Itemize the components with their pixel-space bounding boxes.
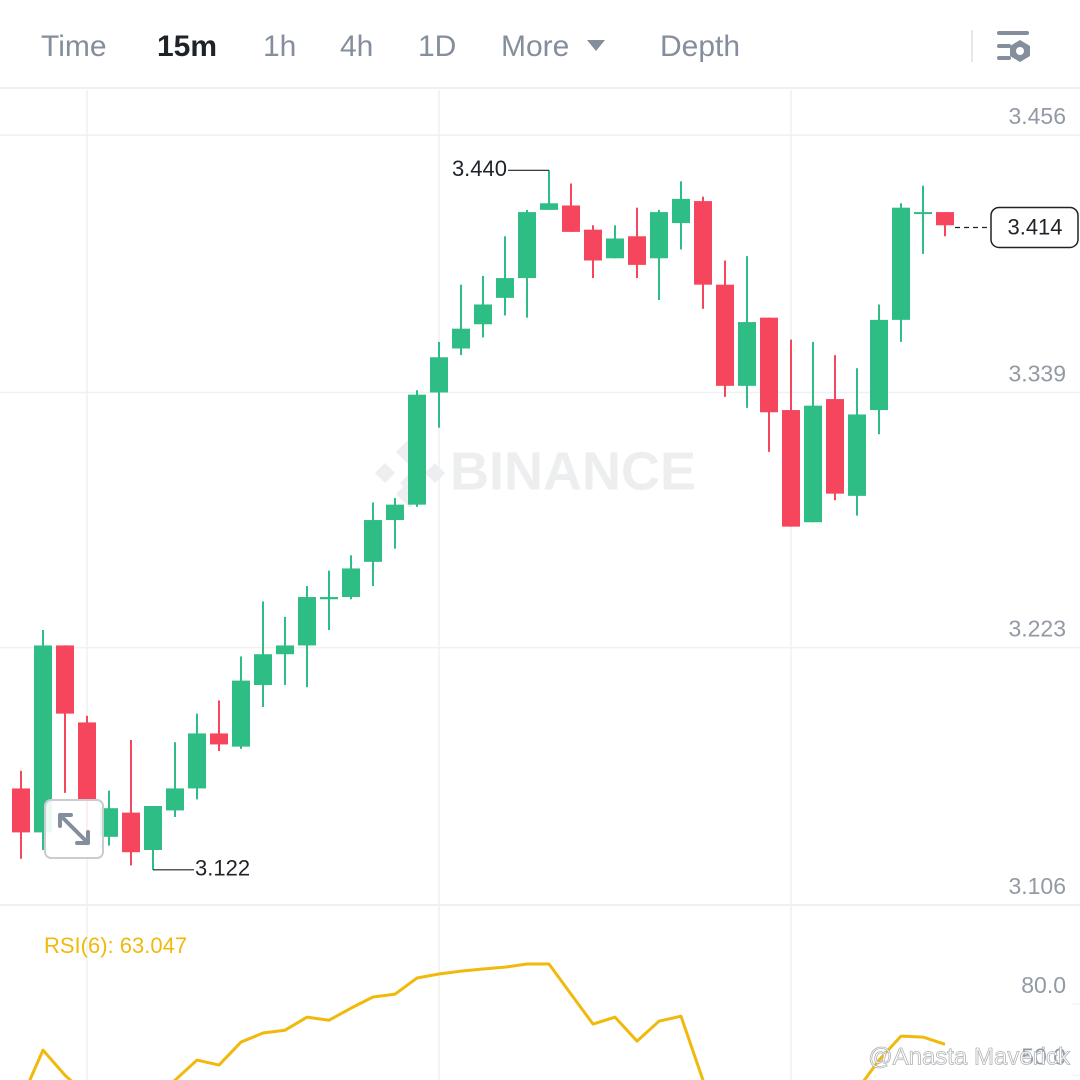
candle-body [166, 788, 184, 811]
expand-button[interactable] [44, 799, 104, 859]
candle-body [144, 806, 162, 851]
candle-body [56, 645, 74, 714]
high-label: 3.440 [452, 156, 507, 181]
y-tick-label: 3.456 [1008, 103, 1066, 129]
candle-body [452, 328, 470, 349]
rsi-plot [28, 962, 946, 1080]
candle-chart: 3.456 3.339 3.223 3.106 3.440 3.122 3.414 [0, 103, 1080, 906]
candle-body [408, 394, 426, 505]
candle-body [342, 568, 360, 598]
candle-body [562, 205, 580, 232]
time-grid [86, 90, 792, 1080]
candle-body [518, 212, 536, 279]
candle-body [628, 236, 646, 265]
tab[interactable]: 4h [340, 30, 373, 63]
candle-body [430, 357, 448, 393]
candle-body [386, 504, 404, 521]
candle-body [804, 405, 822, 523]
watermark: BINANCE [375, 438, 696, 508]
candle-body [474, 304, 492, 325]
low-label: 3.122 [195, 856, 250, 881]
candle-body [496, 278, 514, 298]
candle-body [78, 722, 96, 800]
candle-body [276, 645, 294, 655]
last-price-label: 3.414 [1007, 214, 1062, 239]
candle-body [738, 322, 756, 386]
candle-body [298, 597, 316, 646]
candle-body [672, 198, 690, 224]
tab[interactable]: Depth [660, 30, 740, 63]
candle-body [188, 733, 206, 789]
candle-body [716, 284, 734, 386]
candle-body [100, 808, 118, 837]
y-tick-label: 3.106 [1008, 873, 1066, 899]
y-tick-label: 3.339 [1008, 361, 1066, 387]
credit: @Anasta Maverick [868, 1043, 1071, 1070]
candle-body [914, 212, 932, 215]
candle-body [320, 597, 338, 600]
candle-body [870, 319, 888, 411]
dropdown-arrow [587, 40, 605, 51]
candle-body [254, 654, 272, 686]
candle-body [210, 733, 228, 745]
settings-icon[interactable] [997, 31, 1030, 62]
y-tick-label: 3.223 [1008, 616, 1066, 642]
candle-body [12, 788, 30, 833]
candle-body [782, 410, 800, 527]
candle-body [892, 207, 910, 320]
candle-body [364, 520, 382, 562]
candle-body [650, 212, 668, 259]
rsi-tick-label: 80.0 [1021, 972, 1066, 998]
interval-tabs: Time 15m 1h 4h 1D More Depth [41, 30, 740, 63]
tab[interactable]: Time [41, 30, 107, 63]
candle-body [232, 680, 250, 747]
candle-body [694, 201, 712, 285]
candle-body [760, 317, 778, 413]
rsi-tick-label: 50.0 [1021, 1043, 1066, 1069]
candle-body [34, 645, 52, 833]
tab[interactable]: 1h [263, 30, 296, 63]
watermark-text: BINANCE [450, 441, 696, 501]
tab[interactable]: More [501, 30, 569, 63]
rsi-legend: RSI(6): 63.047 [44, 933, 187, 958]
rsi-panel: 80.0 50.0 RSI(6): 63.047 [28, 933, 1080, 1080]
candle-body [606, 238, 624, 259]
rsi-line [28, 962, 946, 1080]
candle-body [122, 812, 140, 853]
candle-body [826, 399, 844, 494]
candle-body [848, 414, 866, 496]
candle-body [540, 203, 558, 210]
candle-body [584, 229, 602, 261]
last-price-box [990, 206, 1079, 249]
tab[interactable]: 1D [418, 30, 456, 63]
candle-body [936, 212, 954, 226]
tab[interactable]: 15m [157, 30, 217, 63]
